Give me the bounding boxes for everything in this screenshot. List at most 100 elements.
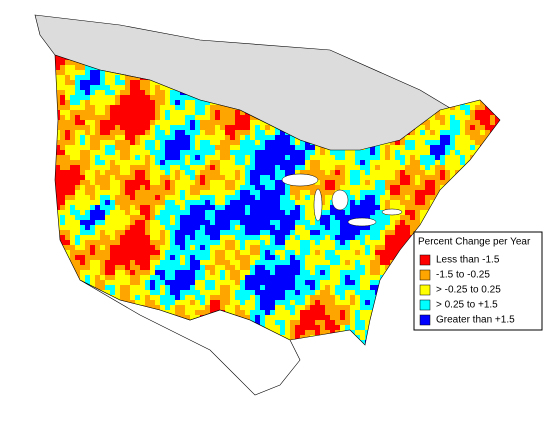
map-cell bbox=[455, 205, 460, 210]
map-cell bbox=[155, 240, 160, 245]
map-cell bbox=[430, 160, 435, 165]
map-cell bbox=[265, 315, 270, 320]
map-cell bbox=[485, 175, 490, 180]
map-cell bbox=[60, 85, 65, 90]
map-cell bbox=[210, 275, 215, 280]
map-cell bbox=[360, 180, 365, 185]
map-cell bbox=[255, 245, 260, 250]
map-cell bbox=[105, 265, 110, 270]
map-cell bbox=[70, 225, 75, 230]
map-cell bbox=[240, 260, 245, 265]
map-cell bbox=[255, 205, 260, 210]
map-cell bbox=[255, 265, 260, 270]
map-cell bbox=[265, 135, 270, 140]
map-cell bbox=[90, 145, 95, 150]
map-cell bbox=[245, 295, 250, 300]
map-cell bbox=[60, 230, 65, 235]
map-cell bbox=[80, 250, 85, 255]
map-cell bbox=[370, 320, 375, 325]
map-cell bbox=[50, 205, 55, 210]
map-cell bbox=[360, 280, 365, 285]
map-cell bbox=[410, 70, 415, 75]
map-cell bbox=[75, 175, 80, 180]
map-cell bbox=[50, 245, 55, 250]
map-cell bbox=[145, 130, 150, 135]
map-cell bbox=[170, 175, 175, 180]
map-cell bbox=[175, 235, 180, 240]
map-cell bbox=[500, 165, 505, 170]
map-cell bbox=[60, 295, 65, 300]
map-cell bbox=[70, 140, 75, 145]
map-cell bbox=[270, 250, 275, 255]
map-cell bbox=[80, 260, 85, 265]
map-cell bbox=[150, 295, 155, 300]
map-cell bbox=[300, 140, 305, 145]
map-cell bbox=[330, 290, 335, 295]
map-cell bbox=[155, 205, 160, 210]
map-cell bbox=[285, 275, 290, 280]
map-cell bbox=[425, 170, 430, 175]
map-cell bbox=[170, 280, 175, 285]
map-cell bbox=[65, 185, 70, 190]
map-cell bbox=[450, 185, 455, 190]
map-cell bbox=[135, 210, 140, 215]
map-cell bbox=[470, 105, 475, 110]
map-cell bbox=[200, 260, 205, 265]
map-cell bbox=[115, 265, 120, 270]
map-cell bbox=[65, 155, 70, 160]
map-cell bbox=[485, 110, 490, 115]
map-cell bbox=[280, 170, 285, 175]
map-cell bbox=[175, 195, 180, 200]
map-cell bbox=[485, 205, 490, 210]
map-cell bbox=[350, 310, 355, 315]
map-cell bbox=[370, 305, 375, 310]
map-cell bbox=[145, 125, 150, 130]
map-cell bbox=[50, 85, 55, 90]
map-cell bbox=[100, 140, 105, 145]
map-cell bbox=[340, 260, 345, 265]
map-cell bbox=[130, 275, 135, 280]
map-cell bbox=[90, 295, 95, 300]
map-cell bbox=[130, 190, 135, 195]
map-cell bbox=[90, 215, 95, 220]
map-cell bbox=[355, 305, 360, 310]
map-cell bbox=[135, 260, 140, 265]
map-cell bbox=[65, 170, 70, 175]
map-cell bbox=[195, 270, 200, 275]
map-cell bbox=[150, 125, 155, 130]
map-cell bbox=[440, 155, 445, 160]
map-cell bbox=[485, 115, 490, 120]
map-cell bbox=[430, 85, 435, 90]
map-cell bbox=[450, 80, 455, 85]
map-cell bbox=[405, 285, 410, 290]
map-cell bbox=[85, 135, 90, 140]
map-cell bbox=[385, 50, 390, 55]
map-cell bbox=[85, 110, 90, 115]
map-cell bbox=[225, 115, 230, 120]
map-cell bbox=[215, 150, 220, 155]
map-cell bbox=[50, 150, 55, 155]
map-cell bbox=[120, 215, 125, 220]
map-cell bbox=[55, 260, 60, 265]
map-cell bbox=[430, 125, 435, 130]
map-cell bbox=[400, 140, 405, 145]
map-cell bbox=[190, 275, 195, 280]
map-cell bbox=[280, 285, 285, 290]
map-cell bbox=[130, 270, 135, 275]
map-cell bbox=[290, 150, 295, 155]
map-cell bbox=[435, 210, 440, 215]
map-cell bbox=[110, 140, 115, 145]
map-cell bbox=[185, 230, 190, 235]
map-cell bbox=[480, 50, 485, 55]
map-cell bbox=[230, 215, 235, 220]
map-cell bbox=[345, 175, 350, 180]
map-cell bbox=[280, 260, 285, 265]
map-cell bbox=[60, 125, 65, 130]
map-cell bbox=[430, 220, 435, 225]
map-cell bbox=[145, 170, 150, 175]
map-cell bbox=[270, 125, 275, 130]
map-cell bbox=[435, 190, 440, 195]
map-cell bbox=[335, 280, 340, 285]
map-cell bbox=[250, 125, 255, 130]
map-cell bbox=[315, 260, 320, 265]
